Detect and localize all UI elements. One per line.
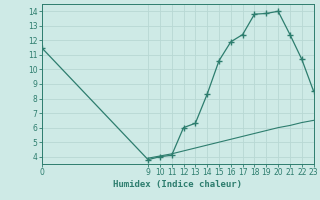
X-axis label: Humidex (Indice chaleur): Humidex (Indice chaleur) bbox=[113, 180, 242, 189]
